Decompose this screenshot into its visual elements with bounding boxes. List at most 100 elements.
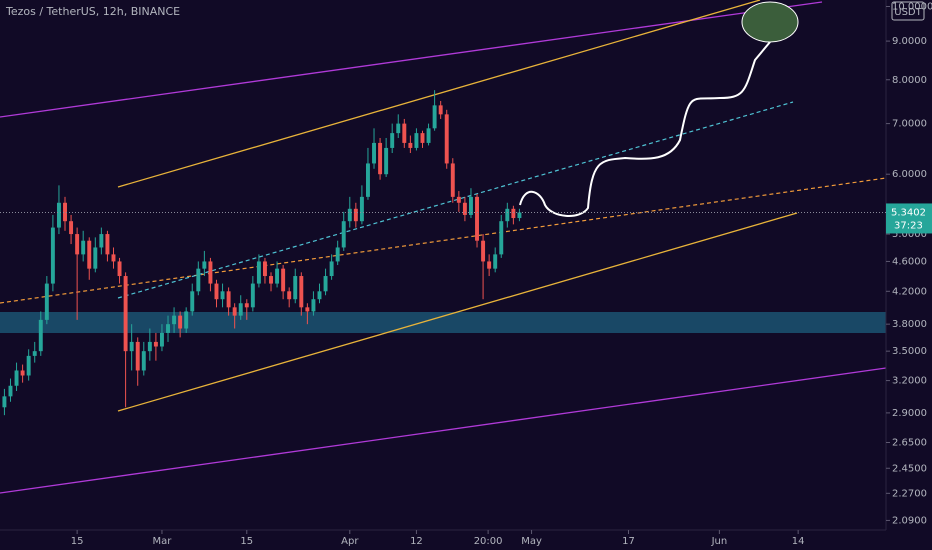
- candle-body: [456, 196, 461, 203]
- channel-bottom: [117, 212, 798, 412]
- candle-body: [396, 123, 401, 134]
- candle-body: [420, 133, 425, 143]
- candle-body: [14, 370, 19, 386]
- last-price-box: [886, 203, 932, 234]
- candle-body: [402, 123, 407, 143]
- y-tick-label: 10.0000: [892, 2, 932, 13]
- candle-body: [153, 341, 158, 347]
- candle-body: [232, 307, 237, 316]
- candle-body: [323, 276, 328, 292]
- y-tick-label: 2.6500: [892, 437, 927, 448]
- y-tick-label: 2.9000: [892, 408, 927, 419]
- x-tick-label: May: [521, 536, 542, 547]
- candle-body: [438, 105, 443, 115]
- candle-body: [147, 341, 152, 352]
- x-tick-label: 12: [410, 536, 423, 547]
- candle-body: [359, 196, 364, 222]
- candle-body: [499, 221, 504, 255]
- candle-body: [190, 291, 195, 312]
- candle-body: [50, 227, 55, 284]
- candle-body: [32, 351, 37, 356]
- candle-body: [462, 202, 467, 215]
- candle-body: [505, 208, 510, 222]
- candle-body: [81, 240, 86, 255]
- candle-body: [135, 341, 140, 371]
- candle-body: [384, 147, 389, 175]
- currency-box: [891, 1, 925, 21]
- candle-body: [250, 283, 255, 308]
- candle-body: [184, 311, 189, 329]
- candle-body: [196, 268, 201, 292]
- candle-body: [105, 234, 110, 255]
- candle-body: [262, 261, 267, 277]
- candle-body: [347, 208, 352, 222]
- candle-body: [293, 276, 298, 300]
- y-tick-label: 4.2000: [892, 286, 927, 297]
- candle-body: [299, 276, 304, 308]
- candle-body: [111, 254, 116, 262]
- candle-body: [517, 212, 522, 219]
- candle-body: [269, 276, 273, 284]
- candle-body: [178, 315, 183, 329]
- orange-dashed-line: [0, 177, 887, 304]
- target-ellipse: [741, 1, 799, 43]
- candle-body: [238, 303, 243, 316]
- candle-body: [372, 142, 376, 164]
- candle-body: [378, 142, 383, 175]
- lower-purple-line: [0, 367, 887, 494]
- candle-body: [208, 261, 213, 284]
- candle-body: [220, 291, 225, 300]
- candle-body: [2, 396, 7, 408]
- x-tick-label: 15: [71, 536, 84, 547]
- y-tick-label: 9.0000: [892, 36, 927, 47]
- candle-body: [281, 268, 286, 292]
- candle-body: [481, 240, 486, 262]
- y-tick-label: 8.0000: [892, 75, 927, 86]
- candle-body: [44, 283, 49, 320]
- candle-body: [159, 332, 164, 347]
- candle-body: [166, 324, 170, 333]
- y-tick-label: 3.2000: [892, 376, 927, 387]
- candle-body: [93, 247, 98, 269]
- candle-body: [56, 202, 61, 228]
- candle-body: [341, 221, 346, 248]
- candle-body: [129, 341, 134, 352]
- candle-body: [426, 128, 431, 143]
- y-tick-label: 2.2700: [892, 488, 927, 499]
- candle-body: [468, 196, 473, 215]
- currency-label: USDT: [894, 7, 922, 18]
- candle-body: [317, 291, 322, 300]
- candle-body: [353, 208, 358, 222]
- x-tick-label: 15: [240, 536, 253, 547]
- candle-body: [432, 105, 437, 129]
- candle-body: [256, 261, 261, 284]
- candle-body: [8, 385, 13, 397]
- plot-area: [0, 0, 887, 494]
- candle-body: [226, 291, 231, 308]
- x-tick-label: Jun: [711, 536, 728, 547]
- candle-body: [475, 196, 479, 241]
- last-price-label: 5.3402: [891, 207, 926, 218]
- candle-body: [38, 319, 43, 352]
- candle-body: [87, 240, 92, 269]
- candle-body: [172, 315, 177, 325]
- y-tick-label: 2.0900: [892, 515, 927, 526]
- candle-body: [99, 234, 104, 248]
- candle-body: [408, 142, 413, 148]
- candle-body: [75, 234, 80, 255]
- candle-body: [244, 303, 249, 308]
- candle-body: [335, 247, 340, 262]
- upper-purple-line: [0, 1, 823, 118]
- countdown-label: 37:23: [894, 220, 923, 231]
- x-tick-label: Apr: [341, 536, 359, 547]
- cyan-dashed-line: [117, 101, 794, 299]
- candle-body: [26, 355, 31, 376]
- y-tick-label: 5.0000: [892, 229, 927, 240]
- support-zone: [0, 312, 886, 333]
- candles: [2, 90, 522, 416]
- y-tick-label: 4.6000: [892, 256, 927, 267]
- y-tick-label: 3.8000: [892, 319, 927, 330]
- y-tick-label: 7.0000: [892, 119, 927, 130]
